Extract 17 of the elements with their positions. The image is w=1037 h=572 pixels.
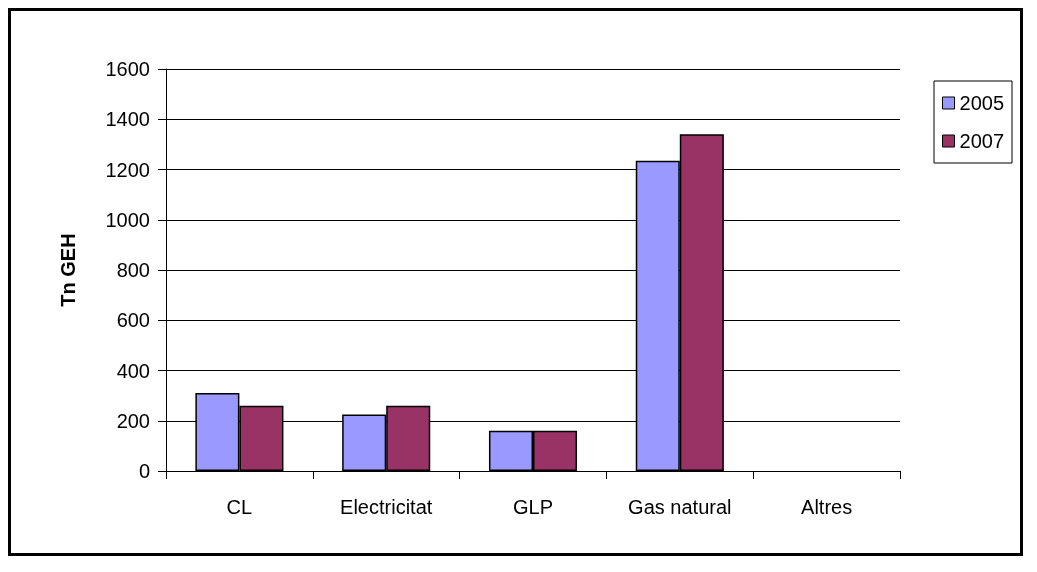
- y-tick-label: 1200: [105, 158, 150, 181]
- y-tick-label: 200: [116, 409, 150, 432]
- x-tick-label: Gas natural: [628, 496, 732, 518]
- legend-label: 2007: [959, 130, 1005, 152]
- legend-label: 2005: [959, 92, 1005, 114]
- x-tick-label: Altres: [801, 496, 853, 518]
- y-tick-label: 1000: [105, 208, 150, 231]
- x-tick-label: CL: [226, 496, 253, 518]
- y-tick-label: 400: [116, 359, 150, 382]
- y-axis-title: Tn GEH: [57, 233, 79, 307]
- y-tick-label: 1600: [105, 58, 150, 80]
- y-tick-label: 800: [116, 259, 150, 281]
- y-tick-label: 1400: [105, 108, 150, 131]
- x-tick-label: GLP: [512, 496, 554, 518]
- y-tick-label: 600: [116, 309, 150, 332]
- x-tick-label: Electricitat: [340, 496, 433, 518]
- y-tick-label: 0: [138, 460, 150, 482]
